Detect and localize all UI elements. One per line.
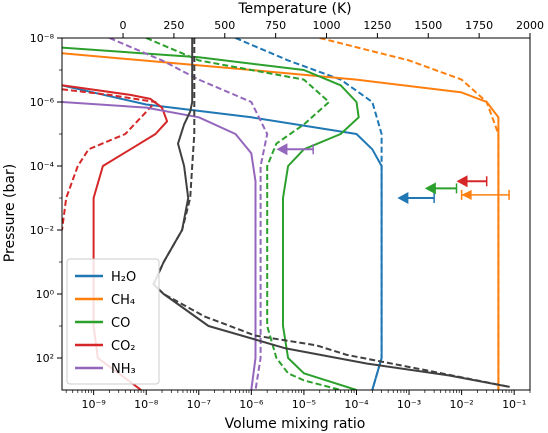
x2-tick-label-4: 1000 <box>313 19 341 32</box>
legend-box <box>66 258 160 385</box>
legend-label-3: CO₂ <box>111 339 136 354</box>
x2-tick-label-7: 1750 <box>465 19 493 32</box>
x2-tick-label-3: 750 <box>265 19 286 32</box>
x2-tick-label-1: 250 <box>163 19 184 32</box>
series-line-species-8-solid <box>62 101 257 390</box>
x-tick-label-2: 10⁻⁷ <box>187 398 211 411</box>
temperature-axis-label: Temperature (K) <box>237 1 351 17</box>
limit-arrow-head-2 <box>424 182 436 195</box>
series-line-species-1-dashed <box>235 38 383 390</box>
series-line-temperature-dashed <box>152 38 510 388</box>
limit-arrow-head-3 <box>456 175 468 188</box>
y-tick-label-5: 10² <box>36 352 54 365</box>
series-line-temperature-solid <box>152 38 510 388</box>
x2-tick-label-2: 500 <box>214 19 235 32</box>
y-tick-label-0: 10⁻⁸ <box>30 32 55 45</box>
limit-arrow-head-1 <box>397 192 409 204</box>
limit-arrow-head-4 <box>461 189 472 200</box>
x-tick-label-3: 10⁻⁶ <box>239 398 264 411</box>
x2-tick-label-5: 1250 <box>363 19 391 32</box>
axes: 10⁻⁹ 10⁻⁸ 10⁻⁷ 10⁻⁶ 10⁻⁵ 10⁻⁴ 10⁻³ 10⁻² 10⁻¹ 0 250… <box>30 19 544 411</box>
x2-tick-label-6: 1500 <box>414 19 442 32</box>
y-axis-label: Pressure (bar) <box>2 164 18 262</box>
series-line-species-7-dashed <box>62 88 157 231</box>
x-axis-label: Volume mixing ratio <box>225 416 366 432</box>
legend-label-2: CO <box>111 316 130 331</box>
legend-label-0: H₂O <box>111 270 136 285</box>
x-tick-label-5: 10⁻⁴ <box>344 398 369 411</box>
x-tick-label-6: 10⁻³ <box>397 398 421 411</box>
y-tick-label-3: 10⁻² <box>30 224 54 237</box>
series-line-species-2-solid <box>62 52 500 390</box>
x-tick-label-1: 10⁻⁸ <box>134 398 159 411</box>
legend-label-4: NH₃ <box>111 362 136 377</box>
x-tick-label-4: 10⁻⁵ <box>292 398 316 411</box>
legend-label-1: CH₄ <box>111 293 135 308</box>
y-tick-label-4: 10⁰ <box>36 288 55 301</box>
legend: H₂O CH₄ CO CO₂ NH₃ <box>66 258 160 385</box>
x-tick-label-8: 10⁻¹ <box>502 398 526 411</box>
series-line-species-9-dashed <box>109 38 269 390</box>
limit-arrow-head-0 <box>276 143 288 156</box>
y-tick-label-1: 10⁻⁶ <box>30 96 55 109</box>
series-line-species-4-solid <box>62 46 360 390</box>
series-line-species-3-dashed <box>319 38 500 390</box>
x2-tick-label-0: 0 <box>120 19 127 32</box>
x2-tick-label-8: 2000 <box>516 19 544 32</box>
x-tick-label-0: 10⁻⁹ <box>82 398 106 411</box>
x-tick-label-7: 10⁻² <box>450 398 474 411</box>
y-tick-label-2: 10⁻⁴ <box>30 160 55 173</box>
series-line-species-5-dashed <box>145 38 341 390</box>
